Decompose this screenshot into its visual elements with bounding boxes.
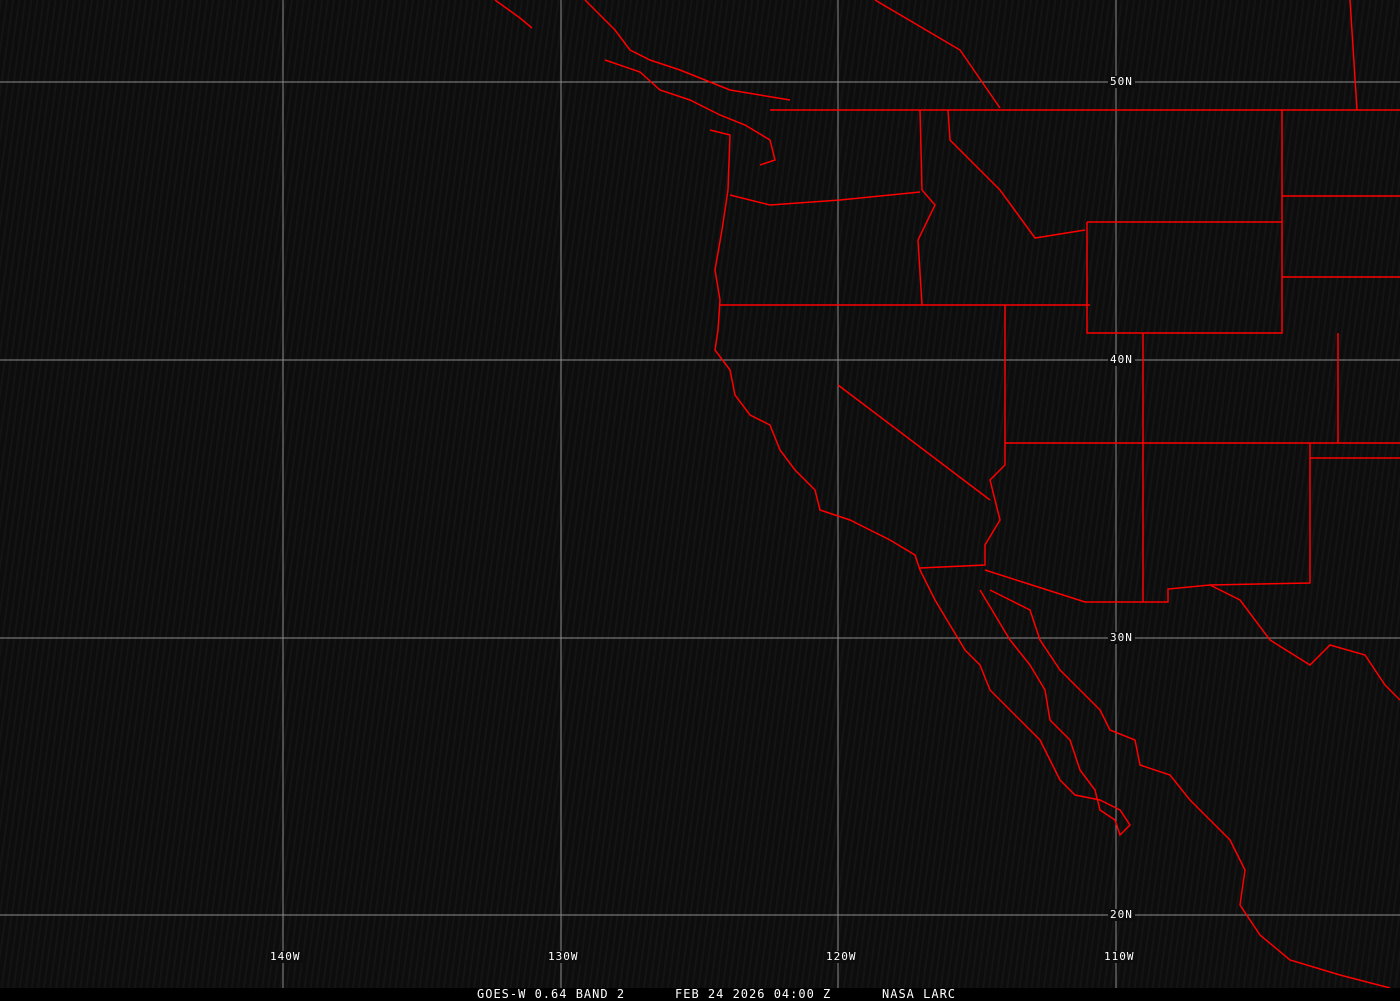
coastline-north bbox=[494, 0, 791, 166]
latitude-label-30n: 30N bbox=[1108, 631, 1135, 644]
political-borders bbox=[494, 0, 1400, 988]
product-label: GOES-W 0.64 BAND 2 bbox=[477, 987, 626, 1001]
state-borders bbox=[720, 0, 1400, 603]
longitude-label-110w: 110W bbox=[1102, 950, 1137, 963]
latitude-label-20n: 20N bbox=[1108, 908, 1135, 921]
mainland-mexico-coast bbox=[989, 589, 1391, 988]
source-label: NASA LARC bbox=[882, 987, 957, 1001]
gulf-coast bbox=[1209, 584, 1400, 701]
longitude-label-140w: 140W bbox=[268, 950, 303, 963]
datetime-label: FEB 24 2026 04:00 Z bbox=[675, 987, 832, 1001]
longitude-label-130w: 130W bbox=[546, 950, 581, 963]
latitude-label-50n: 50N bbox=[1108, 75, 1135, 88]
longitude-label-120w: 120W bbox=[824, 950, 859, 963]
west-coastline bbox=[709, 129, 1131, 837]
image-caption-bar: GOES-W 0.64 BAND 2 FEB 24 2026 04:00 Z N… bbox=[0, 987, 1400, 1001]
latitude-label-40n: 40N bbox=[1108, 353, 1135, 366]
